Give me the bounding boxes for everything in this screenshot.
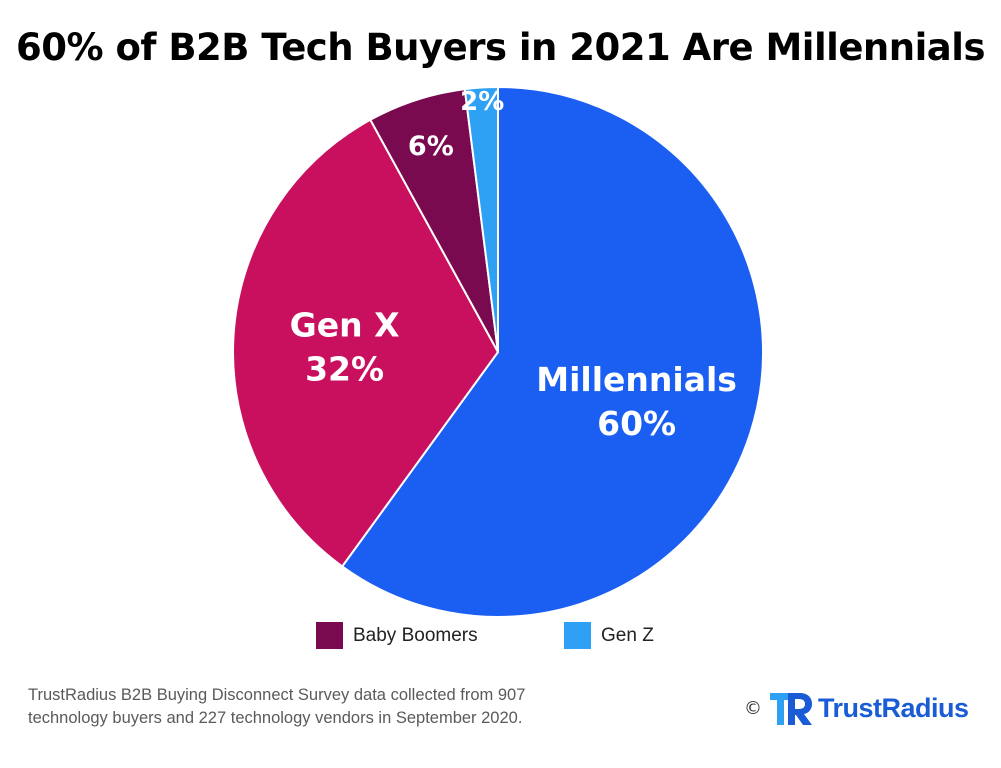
legend-label-gen-z: Gen Z	[601, 624, 654, 646]
legend-item-gen-z: Gen Z	[564, 622, 654, 649]
footnote-line-1: TrustRadius B2B Buying Disconnect Survey…	[28, 686, 526, 704]
slice-label-value-gen-x: 32%	[305, 349, 384, 388]
legend-item-baby-boomers: Baby Boomers	[316, 622, 478, 649]
legend-swatch-gen-z	[564, 622, 591, 649]
legend: Baby Boomers Gen Z	[0, 622, 1001, 652]
pie-slice-gen-x	[232, 118, 500, 568]
legend-swatch-baby-boomers	[316, 622, 343, 649]
chart-title: 60% of B2B Tech Buyers in 2021 Are Mille…	[16, 26, 985, 69]
slice-label-name-millennials: Millennials	[536, 360, 737, 399]
trustradius-logo-icon	[770, 693, 812, 725]
slice-label-value-gen-z: 2%	[460, 87, 504, 117]
slice-label-value-baby-boomers: 6%	[408, 131, 454, 162]
slice-label-name-gen-x: Gen X	[290, 305, 400, 344]
footnote-line-2: technology buyers and 227 technology ven…	[28, 709, 523, 727]
brand: © TrustRadius	[744, 688, 969, 728]
pie-slice-gen-z	[463, 85, 499, 353]
pie-chart: Millennials 60% Gen X 32% 6%2%	[232, 85, 764, 618]
brand-name: TrustRadius	[818, 692, 969, 723]
copyright-symbol: ©	[744, 697, 762, 719]
legend-label-baby-boomers: Baby Boomers	[353, 624, 478, 646]
footnote: TrustRadius B2B Buying Disconnect Survey…	[28, 684, 668, 730]
pie-slice-millennials	[340, 85, 764, 618]
slice-label-value-millennials: 60%	[597, 404, 676, 443]
